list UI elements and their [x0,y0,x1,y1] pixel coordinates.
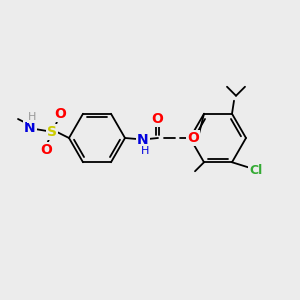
Text: O: O [151,112,163,126]
Text: S: S [47,125,57,139]
Text: O: O [54,107,66,121]
Text: Cl: Cl [249,164,262,177]
Text: N: N [24,121,36,135]
Text: H: H [28,112,36,122]
Text: O: O [187,131,199,145]
Text: O: O [40,143,52,157]
Text: H: H [141,146,149,156]
Text: N: N [137,133,149,147]
